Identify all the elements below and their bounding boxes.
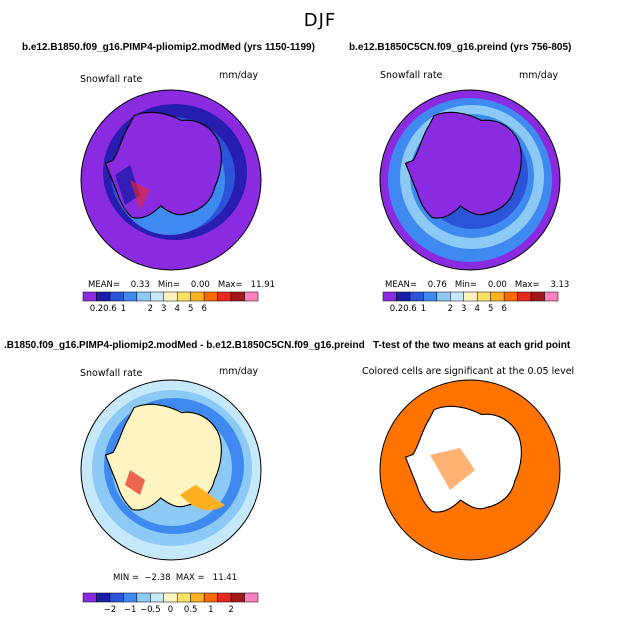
colorbar-swatch xyxy=(123,291,138,302)
panel-2-stats: MEAN= 0.76 Min= 0.00 Max= 3.13 xyxy=(385,280,570,290)
colorbar-swatch xyxy=(244,592,259,603)
colorbar-swatch xyxy=(96,592,111,603)
colorbar-swatch xyxy=(82,592,97,603)
colorbar-swatch xyxy=(176,592,191,603)
colorbar-swatch xyxy=(96,291,111,302)
panel-3-units-label: mm/day xyxy=(219,366,259,377)
colorbar-tick-label: 0.2 xyxy=(390,304,404,314)
panel-1-colorbar: 0.2 0.6 1 2 3 4 5 6 xyxy=(82,291,259,314)
colorbar-tick-label: 0.2 xyxy=(90,304,104,314)
colorbar-tick-label: 0.6 xyxy=(103,304,117,314)
colorbar-swatch xyxy=(476,291,491,302)
colorbar-swatch xyxy=(382,291,397,302)
colorbar-tick-label: 1 xyxy=(121,304,126,314)
colorbar-swatch xyxy=(503,291,518,302)
colorbar-swatch xyxy=(203,592,218,603)
colorbar-swatch xyxy=(217,291,232,302)
panel-2-title: b.e12.B1850C5CN.f09_g16.preind (yrs 756-… xyxy=(349,42,572,53)
panel-1-units-label: mm/day xyxy=(219,70,259,81)
colorbar-swatch xyxy=(436,291,451,302)
main-title: DJF xyxy=(303,10,337,31)
panel-2-variable-label: Snowfall rate xyxy=(380,70,443,81)
colorbar-swatch xyxy=(163,592,178,603)
panel-1-stats: MEAN= 0.33 Min= 0.00 Max= 11.91 xyxy=(88,280,276,290)
colorbar-swatch xyxy=(230,291,245,302)
panel-1-variable-label: Snowfall rate xyxy=(80,74,143,85)
colorbar-swatch xyxy=(109,592,124,603)
colorbar-swatch xyxy=(136,291,151,302)
colorbar-swatch xyxy=(490,291,505,302)
colorbar-swatch xyxy=(230,592,245,603)
colorbar-swatch xyxy=(517,291,532,302)
colorbar-tick-label: 5 xyxy=(188,304,193,314)
panel-1-map xyxy=(81,90,261,270)
colorbar-swatch xyxy=(150,291,165,302)
colorbar-swatch xyxy=(530,291,545,302)
colorbar-tick-label: 0.6 xyxy=(403,304,417,314)
colorbar-swatch xyxy=(450,291,465,302)
colorbar-tick-label: 2 xyxy=(148,304,153,314)
panel-1-title: b.e12.B1850.f09_g16.PIMP4-pliomip2.modMe… xyxy=(22,42,315,53)
colorbar-swatch xyxy=(150,592,165,603)
colorbar-swatch xyxy=(217,592,232,603)
colorbar-tick-label: 2 xyxy=(448,304,453,314)
panel-4-note: Colored cells are significant at the 0.0… xyxy=(362,366,575,377)
panel-2-colorbar: 0.2 0.6 1 2 3 4 5 6 xyxy=(382,291,559,314)
colorbar-tick-label: −0.5 xyxy=(140,605,161,615)
colorbar-swatch xyxy=(190,592,205,603)
panel-2-units-label: mm/day xyxy=(519,70,559,81)
panel-2-map xyxy=(380,90,560,270)
colorbar-swatch xyxy=(423,291,438,302)
colorbar-tick-label: 2 xyxy=(228,605,233,615)
panel-3-map xyxy=(81,380,261,560)
panel-4-title: T-test of the two means at each grid poi… xyxy=(373,340,571,351)
colorbar-tick-label: 0 xyxy=(168,605,173,615)
colorbar-swatch xyxy=(409,291,424,302)
colorbar-swatch xyxy=(109,291,124,302)
colorbar-tick-label: 5 xyxy=(488,304,493,314)
colorbar-tick-label: 1 xyxy=(421,304,426,314)
panel-3-colorbar: −2 −1 −0.5 0 0.5 1 2 xyxy=(82,592,259,615)
colorbar-tick-label: 3 xyxy=(461,304,466,314)
panel-3-title: .B1850.f09_g16.PIMP4-pliomip2.modMed - b… xyxy=(4,340,365,351)
colorbar-swatch xyxy=(123,592,138,603)
panel-3-stats: MIN = −2.38 MAX = 11.41 xyxy=(113,573,238,583)
colorbar-tick-label: 4 xyxy=(175,304,180,314)
colorbar-tick-label: 1 xyxy=(208,605,213,615)
colorbar-tick-label: −1 xyxy=(124,605,137,615)
colorbar-swatch xyxy=(244,291,259,302)
colorbar-swatch xyxy=(544,291,559,302)
colorbar-swatch xyxy=(463,291,478,302)
colorbar-swatch xyxy=(163,291,178,302)
colorbar-tick-label: 0.5 xyxy=(184,605,198,615)
panel-4-map xyxy=(380,380,560,560)
colorbar-swatch xyxy=(82,291,97,302)
colorbar-swatch xyxy=(203,291,218,302)
colorbar-swatch xyxy=(396,291,411,302)
colorbar-swatch xyxy=(136,592,151,603)
colorbar-tick-label: 4 xyxy=(475,304,480,314)
colorbar-tick-label: −2 xyxy=(104,605,117,615)
colorbar-tick-label: 6 xyxy=(501,304,506,314)
colorbar-tick-label: 3 xyxy=(161,304,166,314)
colorbar-tick-label: 6 xyxy=(201,304,206,314)
panel-3-variable-label: Snowfall rate xyxy=(80,368,143,379)
colorbar-swatch xyxy=(190,291,205,302)
colorbar-swatch xyxy=(176,291,191,302)
